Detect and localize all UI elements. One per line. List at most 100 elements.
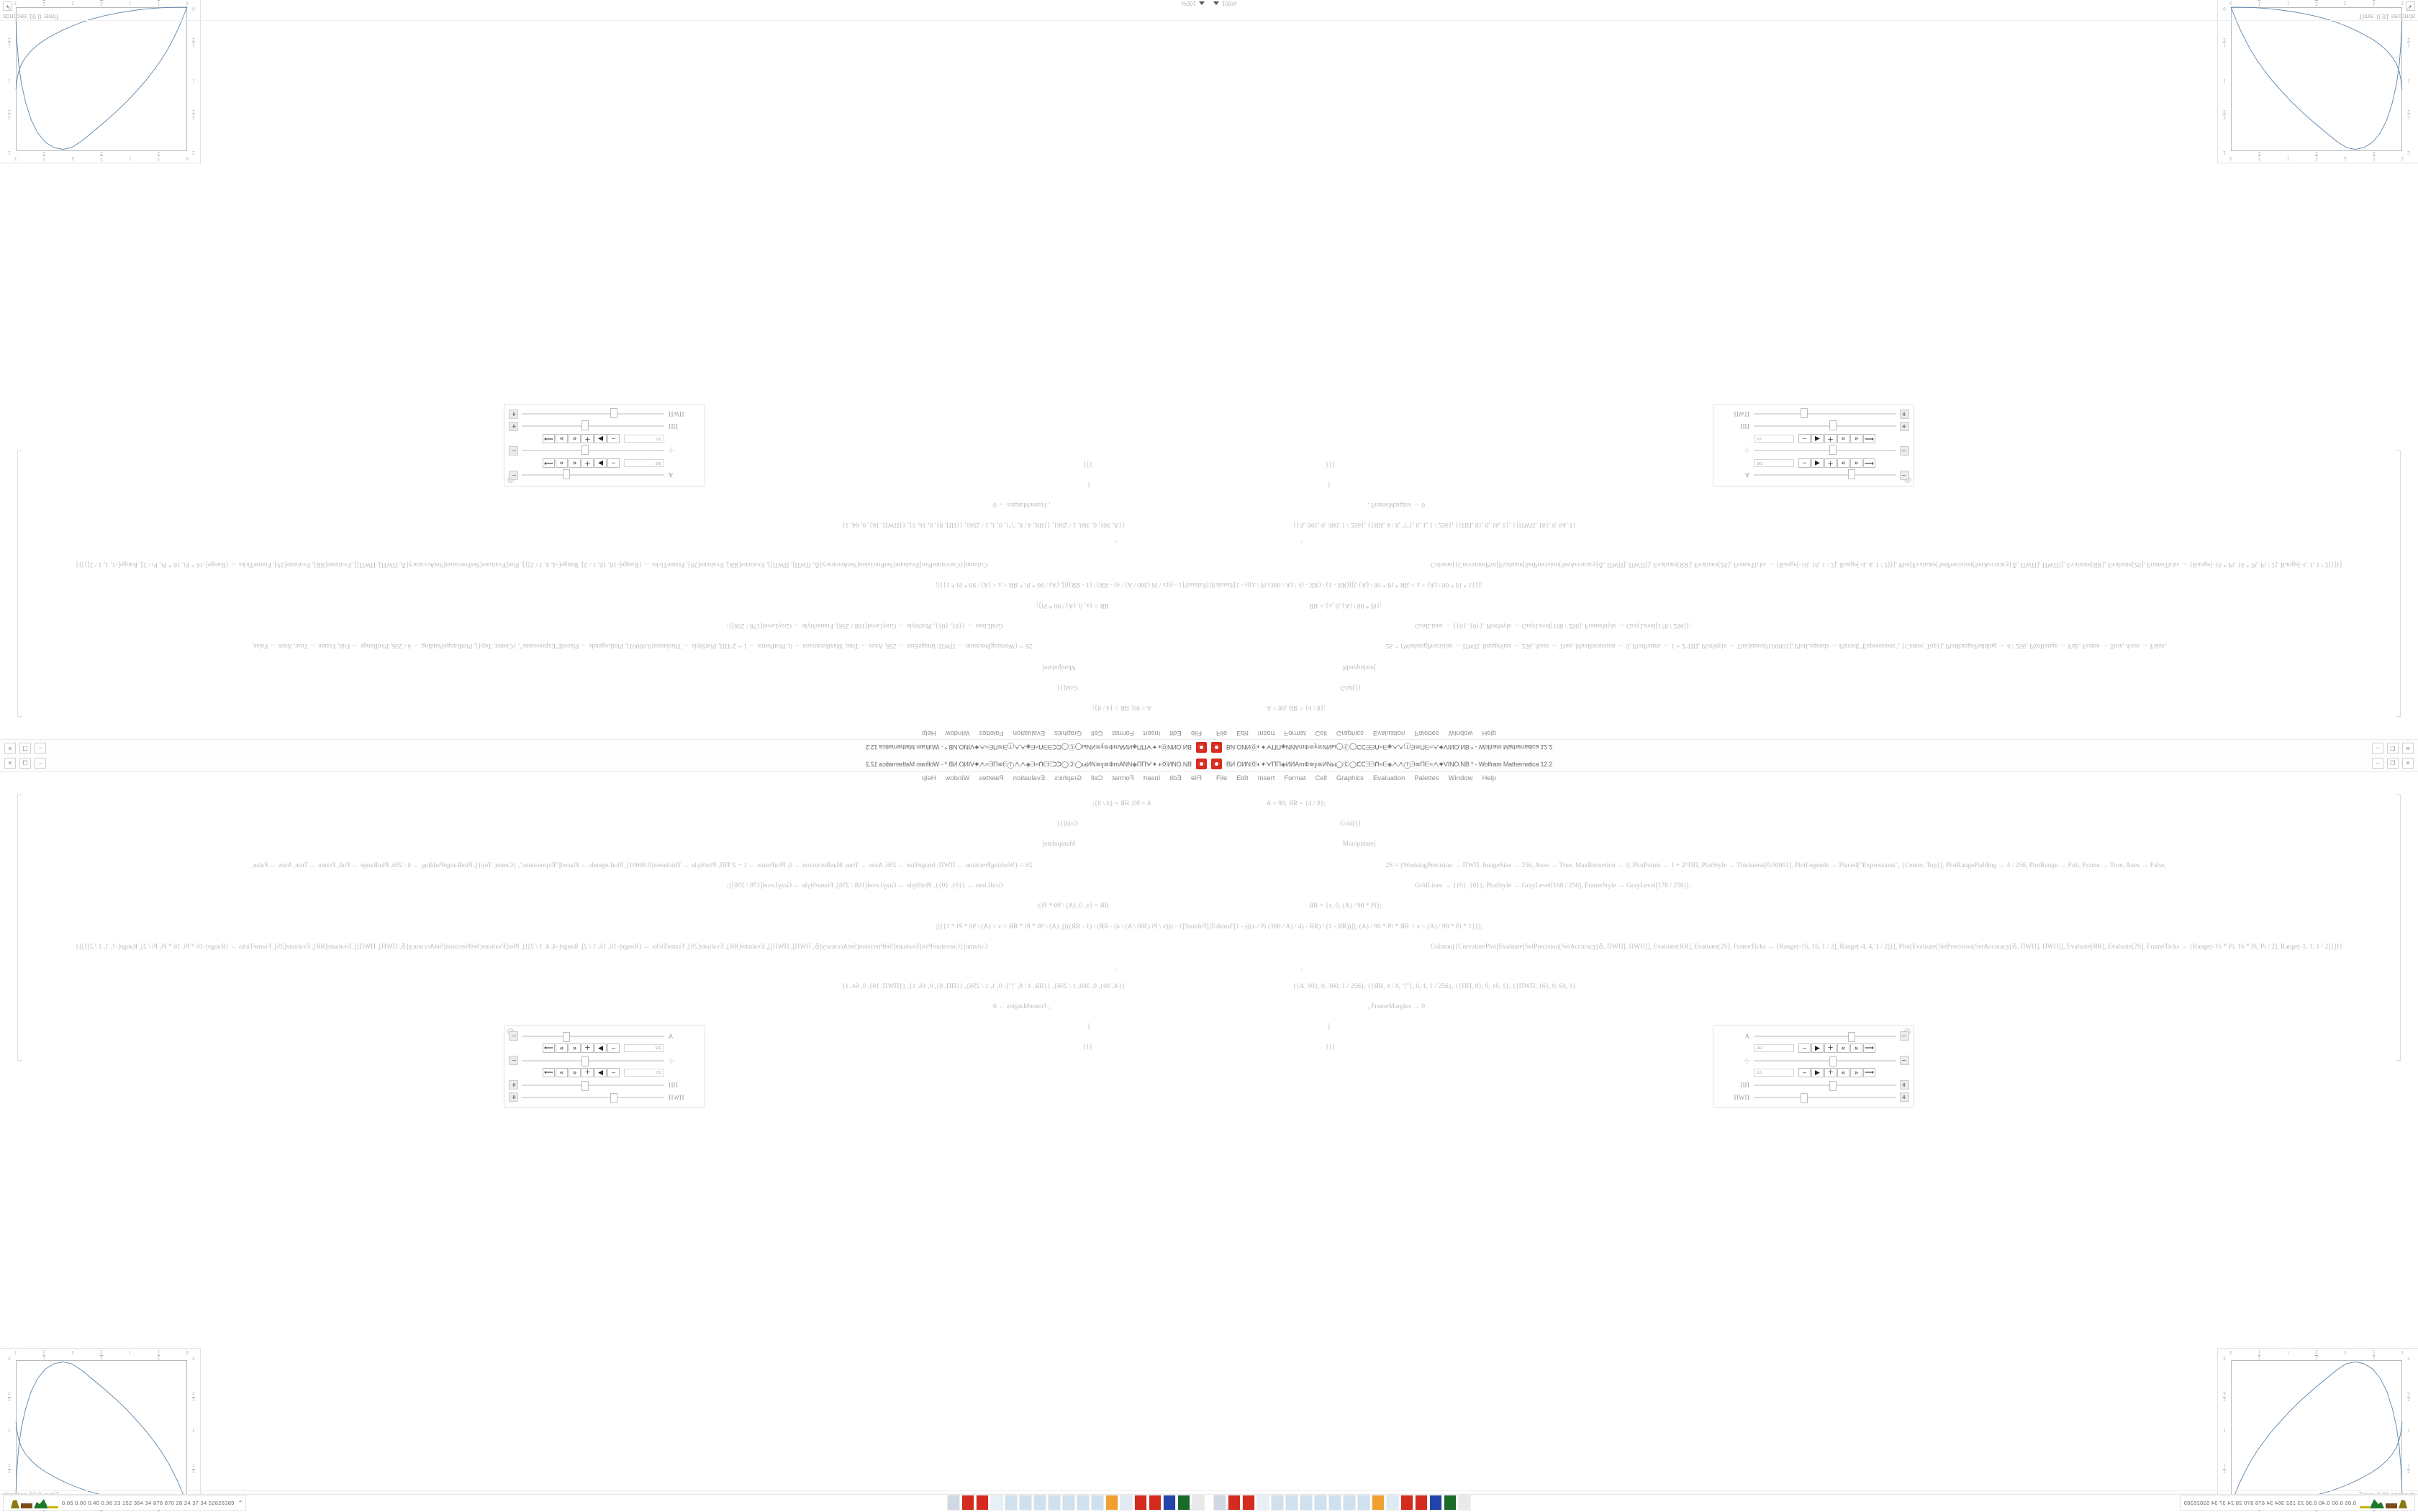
window-titlebar[interactable]: ВИ.ОИNⓄ◐✦ᗄПП◈ИИАmФ≋ჯ≋ИNы◯Ⓒ◯ᑕᑕᗱᗱᑎ≈ᗴ◈ᗅᗅⒾᗱ≋…	[1209, 739, 2418, 756]
play-button[interactable]: ▶	[1811, 434, 1824, 443]
window-restore-button[interactable]: ❐	[19, 758, 31, 769]
fast-up-button[interactable]: «	[569, 1044, 581, 1053]
window-titlebar[interactable]: ВИ.ОИNⓄ◐✦ᗄПП◈ИИАmФ≋ჯ≋ИNы◯Ⓒ◯ᑕᑕᗱᗱᑎ≈ᗴ◈ᗅᗅⒾᗱ≋…	[1209, 756, 2418, 772]
taskbar-item[interactable]	[1077, 1495, 1090, 1511]
slider-row-3[interactable]: ПWП	[1718, 408, 1909, 420]
play-button[interactable]: ▶	[594, 434, 607, 443]
menu-item-file[interactable]: File	[1190, 774, 1202, 782]
code-line[interactable]: , FrameMargins → 0	[993, 1003, 1051, 1010]
code-line[interactable]: , FrameMargins → 0	[993, 501, 1051, 508]
reset-button[interactable]: ⟶	[1863, 458, 1875, 468]
increment-button[interactable]: ＋	[1824, 1068, 1837, 1077]
menu-bar[interactable]: File Edit Insert Format Cell Graphics Evaluati…	[1209, 771, 2418, 784]
curvature-plot[interactable]: 0012121132322252523300121211323222	[2218, 1349, 2418, 1511]
slider-knob[interactable]	[581, 1056, 589, 1067]
taskbar-item[interactable]	[1120, 1495, 1133, 1511]
menu-item-help[interactable]: Help	[922, 729, 936, 738]
code-line[interactable]: , FrameMargins → 0	[1367, 1003, 1425, 1010]
plot-container-curvature[interactable]: 0012121132322252523300121211323222	[2217, 1348, 2418, 1511]
decrement-button[interactable]: –	[607, 458, 620, 468]
increment-button[interactable]: ＋	[1824, 434, 1837, 443]
taskbar-item[interactable]	[1005, 1495, 1018, 1511]
slider-knob[interactable]	[1829, 445, 1837, 455]
scroll-down-button[interactable]: ▼	[3, 1, 12, 11]
taskbar-item[interactable]	[1343, 1495, 1356, 1511]
menu-item-window[interactable]: Window	[945, 774, 970, 782]
slider-button-group[interactable]: – ▶ ＋ «» ⟶	[543, 458, 620, 468]
fast-up-button[interactable]: «	[569, 434, 581, 443]
slider-row-0[interactable]: A	[1718, 1031, 1909, 1042]
menu-item-palettes[interactable]: Palettes	[979, 774, 1004, 782]
slider-row-2[interactable]: ПП	[509, 1079, 700, 1091]
plot-container-curvature[interactable]: 0012121132322252523300121211323222	[0, 1348, 201, 1511]
code-line[interactable]: GridLines → {{0}, {0}}, PlotStyle → Gray…	[727, 882, 1003, 889]
slider-collapse-button[interactable]	[1900, 1031, 1909, 1041]
slider-knob[interactable]	[1847, 1032, 1855, 1042]
menu-item-evaluation[interactable]: Evaluation	[1372, 729, 1405, 738]
code-line[interactable]: }}]	[1084, 461, 1093, 468]
manipulate-panel[interactable]: A242–▶＋«»⟶·|·0.5–▶＋«»⟶ПППWП0012121132322…	[0, 1025, 705, 1511]
slider-row-3[interactable]: ПWП	[509, 1092, 700, 1103]
fast-down-button[interactable]: »	[1850, 458, 1862, 468]
taskbar-item[interactable]	[1400, 1495, 1413, 1511]
fast-up-button[interactable]: «	[1837, 1044, 1849, 1053]
scroll-down-button[interactable]: ▼	[2406, 1, 2415, 11]
menu-item-graphics[interactable]: Graphics	[1054, 729, 1082, 738]
slider-knob[interactable]	[1847, 469, 1855, 479]
fast-up-button[interactable]: «	[1837, 458, 1849, 468]
slider-knob[interactable]	[1829, 1081, 1837, 1091]
menu-item-format[interactable]: Format	[1284, 729, 1306, 738]
code-line[interactable]: 2S = {WorkingPrecision → ПWП, ImageSize …	[1385, 642, 2166, 649]
code-line[interactable]: A = 90; ЯR = {4 / 8};	[1266, 704, 1326, 711]
slider-knob[interactable]	[610, 408, 617, 418]
reset-button[interactable]: ⟶	[543, 458, 555, 468]
manipulate-panel[interactable]: A242–▶＋«»⟶·|·0.5–▶＋«»⟶ПППWП0012121132322…	[1713, 1025, 2418, 1511]
zoom-triangle-icon[interactable]	[1199, 1, 1205, 5]
slider-track[interactable]	[1754, 445, 1896, 455]
slider-button-group[interactable]: – ▶ ＋ «» ⟶	[1798, 458, 1875, 468]
menu-item-palettes[interactable]: Palettes	[1414, 774, 1439, 782]
slider-value-input[interactable]: 0.5	[624, 435, 664, 443]
menu-item-window[interactable]: Window	[1448, 774, 1473, 782]
window-minimize-button[interactable]: –	[35, 758, 46, 769]
fast-up-button[interactable]: «	[569, 458, 581, 468]
taskbar-half-left-bottom[interactable]: 0.05 0.00 0.40 0.96 23 152 364 34 878 87…	[0, 1494, 1209, 1511]
code-line[interactable]: GridLines → {{0}, {0}}, PlotStyle → Gray…	[1415, 622, 1691, 629]
curvature-plot[interactable]: 0012121132322252523300121211323222	[0, 1349, 200, 1511]
menu-item-palettes[interactable]: Palettes	[979, 729, 1004, 738]
code-line[interactable]: 2S = {WorkingPrecision → ПWП, ImageSize …	[252, 862, 1033, 869]
code-line[interactable]: }}]	[1325, 1044, 1334, 1051]
slider-collapse-button[interactable]	[509, 1056, 518, 1065]
fast-up-button[interactable]: «	[1837, 1068, 1849, 1077]
slider-track[interactable]	[1754, 420, 1896, 430]
slider-track[interactable]	[522, 1032, 664, 1042]
taskbar-item[interactable]	[1192, 1495, 1205, 1511]
taskbar-item[interactable]	[961, 1495, 974, 1511]
cell-bracket[interactable]	[17, 795, 25, 1061]
play-button[interactable]: ▶	[594, 1044, 607, 1053]
taskbar-item[interactable]	[1149, 1495, 1162, 1511]
slider-knob[interactable]	[1829, 1056, 1837, 1067]
window-restore-button[interactable]: ❐	[19, 743, 31, 753]
decrement-button[interactable]: –	[1798, 1044, 1811, 1053]
code-line[interactable]: ,	[1300, 964, 1303, 972]
code-line[interactable]: {{A, 90}, 0, 360, 1 / 256}, {{ЯR, 4 / 8,…	[842, 983, 1126, 990]
code-line[interactable]: Column[{CurvaturePlot[Evaluate[SetPrecis…	[76, 561, 988, 568]
slider-row-2[interactable]: ПП	[1718, 420, 1909, 432]
cell-bracket[interactable]	[17, 451, 25, 717]
manipulate-panel[interactable]: A242–▶＋«»⟶·|·0.5–▶＋«»⟶ПППWП0012121132322…	[0, 0, 705, 486]
slider-knob[interactable]	[1829, 420, 1837, 430]
menu-bar[interactable]: File Edit Insert Format Cell Graphics Evaluati…	[1209, 727, 2418, 740]
taskbar-item[interactable]	[1314, 1495, 1327, 1511]
manipulate-panel[interactable]: A242–▶＋«»⟶·|·0.5–▶＋«»⟶ПППWП0012121132322…	[1713, 0, 2418, 486]
taskbar-bottom[interactable]: 0.05 0.00 0.40 0.96 23 152 364 34 878 87…	[0, 1494, 2418, 1511]
code-line[interactable]: ]	[1088, 481, 1091, 488]
fast-down-button[interactable]: »	[1850, 1044, 1862, 1053]
system-monitor-widget-bottom-mirror[interactable]: 0.05 0.00 0.40 0.96 23 152 364 34 878 87…	[2180, 1495, 2415, 1511]
taskbar-item[interactable]	[947, 1495, 960, 1511]
slider-expand-button[interactable]	[509, 409, 518, 419]
increment-button[interactable]: ＋	[1824, 1044, 1837, 1053]
slider-row-3[interactable]: ПWП	[509, 408, 700, 420]
taskbar-item[interactable]	[1444, 1495, 1457, 1511]
slider-track[interactable]	[522, 408, 664, 418]
